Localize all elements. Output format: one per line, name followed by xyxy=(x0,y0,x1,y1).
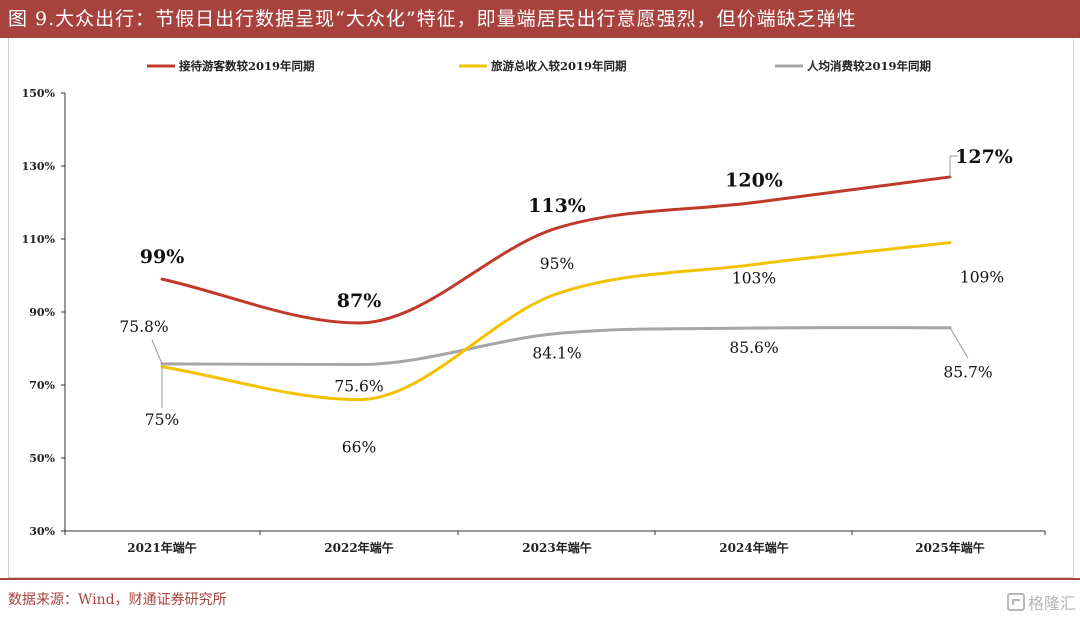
label-leader-line xyxy=(949,327,969,359)
label-leader-line xyxy=(151,339,163,365)
legend-label: 人均消费较2019年同期 xyxy=(807,59,931,73)
y-tick-label: 90% xyxy=(29,306,55,319)
data-label: 109% xyxy=(960,269,1004,287)
bottom-rule xyxy=(0,578,1080,580)
data-label: 87% xyxy=(337,290,382,312)
watermark: 格隆汇 xyxy=(1006,590,1076,614)
data-label: 75.8% xyxy=(119,318,168,336)
series-line xyxy=(160,241,952,402)
line-chart: 30% 50% 70% 90% 110% 130% 150% 2021年端午 2022年端午 20… xyxy=(22,59,1046,555)
gelonghui-logo-icon xyxy=(1006,593,1025,611)
data-label: 75.6% xyxy=(334,378,383,396)
data-label: 75% xyxy=(145,411,179,429)
source-note: 数据来源：Wind，财通证券研究所 xyxy=(8,592,227,608)
x-tick-label: 2023年端午 xyxy=(522,540,591,555)
watermark-text: 格隆汇 xyxy=(1027,594,1076,613)
x-tick-label: 2022年端午 xyxy=(324,540,393,555)
figure-title: 图 9.大众出行：节假日出行数据呈现“大众化”特征，即量端居民出行意愿强烈，但价… xyxy=(0,0,1080,38)
label-leader-line xyxy=(949,155,958,177)
data-label: 95% xyxy=(540,255,574,273)
data-label: 99% xyxy=(140,246,185,268)
y-tick-label: 130% xyxy=(22,160,56,173)
x-tick-label: 2025年端午 xyxy=(915,540,984,555)
data-label: 103% xyxy=(732,270,776,288)
series-line xyxy=(160,175,952,325)
chart-frame xyxy=(8,38,1074,578)
data-label: 66% xyxy=(342,439,376,457)
data-label: 85.7% xyxy=(943,364,992,382)
legend-label: 接待游客数较2019年同期 xyxy=(179,59,315,73)
y-tick-label: 50% xyxy=(29,452,55,465)
legend-label: 旅游总收入较2019年同期 xyxy=(491,59,627,73)
data-label: 84.1% xyxy=(532,345,581,363)
data-label: 85.6% xyxy=(729,339,778,357)
data-label: 127% xyxy=(955,146,1013,168)
y-tick-label: 30% xyxy=(29,525,55,538)
y-tick-label: 110% xyxy=(22,233,56,246)
y-tick-label: 70% xyxy=(29,379,55,392)
y-tick-label: 150% xyxy=(22,87,56,100)
x-tick-label: 2021年端午 xyxy=(127,540,196,555)
x-tick-label: 2024年端午 xyxy=(719,540,788,555)
series-line xyxy=(160,326,952,367)
data-label: 120% xyxy=(725,170,783,192)
data-label: 113% xyxy=(528,195,586,217)
